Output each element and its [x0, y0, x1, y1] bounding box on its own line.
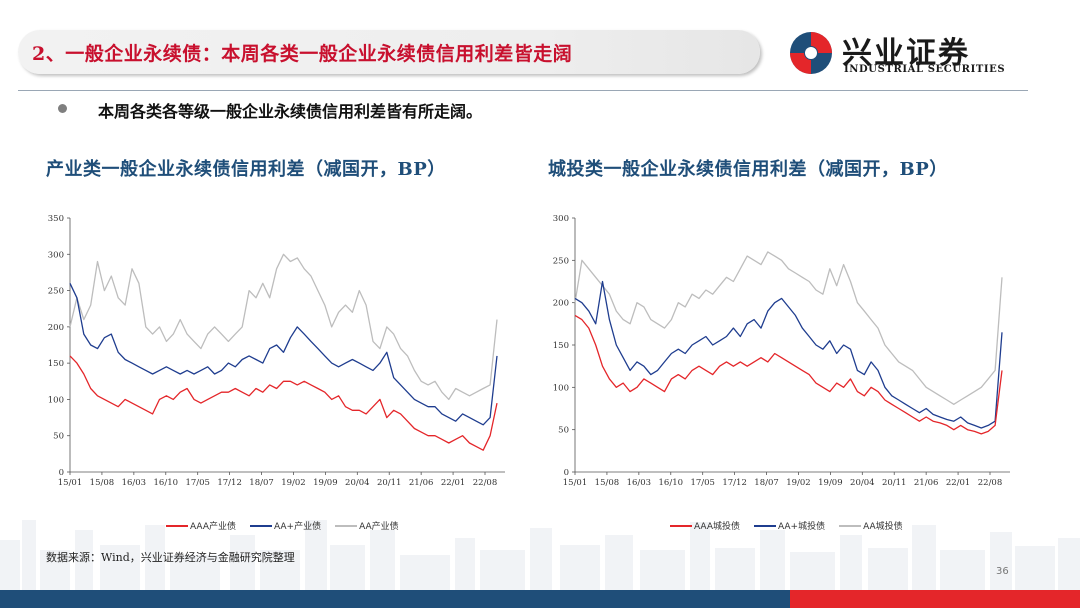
- y-tick-label: 150: [553, 341, 569, 351]
- footer-bar-blue: [0, 590, 790, 608]
- x-tick-label: 21/06: [409, 478, 434, 488]
- x-tick-label: 20/04: [345, 478, 370, 488]
- logo-english-name: INDUSTRIAL SECURITIES: [844, 64, 1006, 75]
- y-tick-label: 350: [48, 214, 64, 224]
- y-tick-label: 200: [48, 323, 64, 333]
- industrial-securities-logo-icon: [790, 32, 832, 74]
- y-tick-label: 250: [553, 256, 569, 266]
- summary-bullet: 本周各类各等级一般企业永续债信用利差皆有所走阔。: [98, 102, 483, 121]
- y-tick-label: 100: [553, 383, 569, 393]
- legend-item: AAA城投债: [670, 519, 740, 532]
- x-tick-label: 15/01: [563, 478, 588, 488]
- industrial-spread-chart: 0 50 100 150 200 250 300 350 15/01 15/08 16/03 16/1…: [48, 214, 505, 488]
- x-tick-label: 17/12: [217, 478, 242, 488]
- x-tick-label: 19/09: [818, 478, 843, 488]
- series-line-2: [574, 251, 1003, 405]
- series-line-1: [69, 283, 498, 426]
- legend-chengtou: AAA城投债 AA+城投债 AA城投债: [670, 519, 903, 532]
- y-tick-label: 300: [48, 250, 64, 260]
- bullet-dot-icon: [58, 104, 67, 113]
- x-tick-label: 20/11: [882, 478, 907, 488]
- x-tick-label: 16/10: [659, 478, 684, 488]
- company-logo: 兴业证券 INDUSTRIAL SECURITIES: [788, 26, 1018, 80]
- y-tick-label: 0: [564, 468, 569, 478]
- header-divider: [18, 90, 1028, 91]
- x-tick-label: 19/02: [281, 478, 306, 488]
- x-tick-label: 21/06: [914, 478, 939, 488]
- legend-industrial: AAA产业债 AA+产业债 AA产业债: [166, 519, 399, 532]
- footer-bar-red: [790, 590, 1080, 608]
- x-tick-label: 18/07: [249, 478, 274, 488]
- city-skyline-background: [0, 520, 1080, 590]
- y-tick-label: 200: [553, 299, 569, 309]
- legend-item: AA产业债: [335, 519, 399, 532]
- x-tick-label: 15/01: [58, 478, 83, 488]
- legend-item: AA+产业债: [249, 519, 321, 532]
- chart-title-chengtou: 城投类一般企业永续债信用利差（减国开，BP）: [548, 159, 948, 180]
- series-line-0: [69, 355, 498, 451]
- x-tick-label: 17/12: [722, 478, 747, 488]
- x-tick-label: 15/08: [90, 478, 115, 488]
- x-tick-label: 22/01: [946, 478, 971, 488]
- x-tick-label: 22/08: [978, 478, 1003, 488]
- section-title: 2、一般企业永续债：本周各类一般企业永续债信用利差皆走阔: [32, 43, 573, 65]
- logo-chinese-name: 兴业证券: [842, 36, 970, 71]
- chart-title-industrial: 产业类一般企业永续债信用利差（减国开，BP）: [46, 159, 446, 180]
- y-tick-label: 100: [48, 395, 64, 405]
- legend-item: AA城投债: [839, 519, 903, 532]
- x-tick-label: 22/01: [441, 478, 466, 488]
- y-tick-label: 250: [48, 287, 64, 297]
- y-tick-label: 50: [53, 432, 64, 442]
- x-tick-label: 20/11: [377, 478, 402, 488]
- series-line-0: [574, 314, 1003, 435]
- chengtou-spread-chart: 0 50 100 150 200 250 300 15/01 15/08 16/03 16/10 17…: [553, 214, 1010, 488]
- series-line-2: [69, 253, 498, 401]
- x-tick-label: 18/07: [754, 478, 779, 488]
- x-tick-label: 16/03: [627, 478, 652, 488]
- series-line-1: [574, 280, 1003, 429]
- section-title-banner: 2、一般企业永续债：本周各类一般企业永续债信用利差皆走阔: [18, 30, 760, 74]
- x-tick-label: 16/03: [122, 478, 147, 488]
- x-tick-label: 17/05: [690, 478, 715, 488]
- x-tick-label: 15/08: [595, 478, 620, 488]
- page-number: 36: [996, 566, 1009, 577]
- data-source-note: 数据来源：Wind，兴业证券经济与金融研究院整理: [46, 551, 295, 564]
- y-tick-label: 150: [48, 359, 64, 369]
- x-tick-label: 17/05: [185, 478, 210, 488]
- x-tick-label: 19/02: [786, 478, 811, 488]
- legend-item: AA+城投债: [753, 519, 825, 532]
- x-tick-label: 16/10: [154, 478, 179, 488]
- legend-item: AAA产业债: [166, 519, 236, 532]
- y-tick-label: 0: [59, 468, 64, 478]
- x-tick-label: 22/08: [473, 478, 498, 488]
- x-tick-label: 19/09: [313, 478, 338, 488]
- y-tick-label: 300: [553, 214, 569, 224]
- x-tick-label: 20/04: [850, 478, 875, 488]
- y-tick-label: 50: [558, 426, 569, 436]
